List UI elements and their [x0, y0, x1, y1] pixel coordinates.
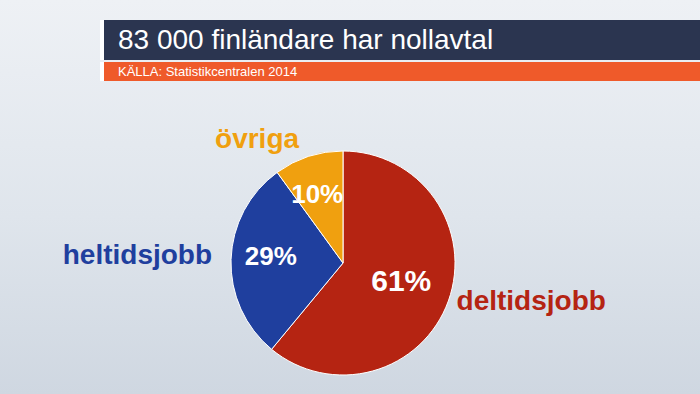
svg-text:29%: 29% — [245, 241, 297, 271]
svg-text:61%: 61% — [371, 264, 431, 297]
svg-text:heltidsjobb: heltidsjobb — [63, 239, 212, 270]
svg-text:10%: 10% — [291, 179, 343, 209]
svg-text:övriga: övriga — [215, 123, 299, 154]
html-text:KÄLLA: Statistikcentralen 2014: KÄLLA: Statistikcentralen 2014 — [118, 64, 298, 79]
html-text:83 000 finländare har nollavta: 83 000 finländare har nollavtal — [118, 24, 494, 55]
svg-text:deltidsjobb: deltidsjobb — [457, 285, 606, 316]
